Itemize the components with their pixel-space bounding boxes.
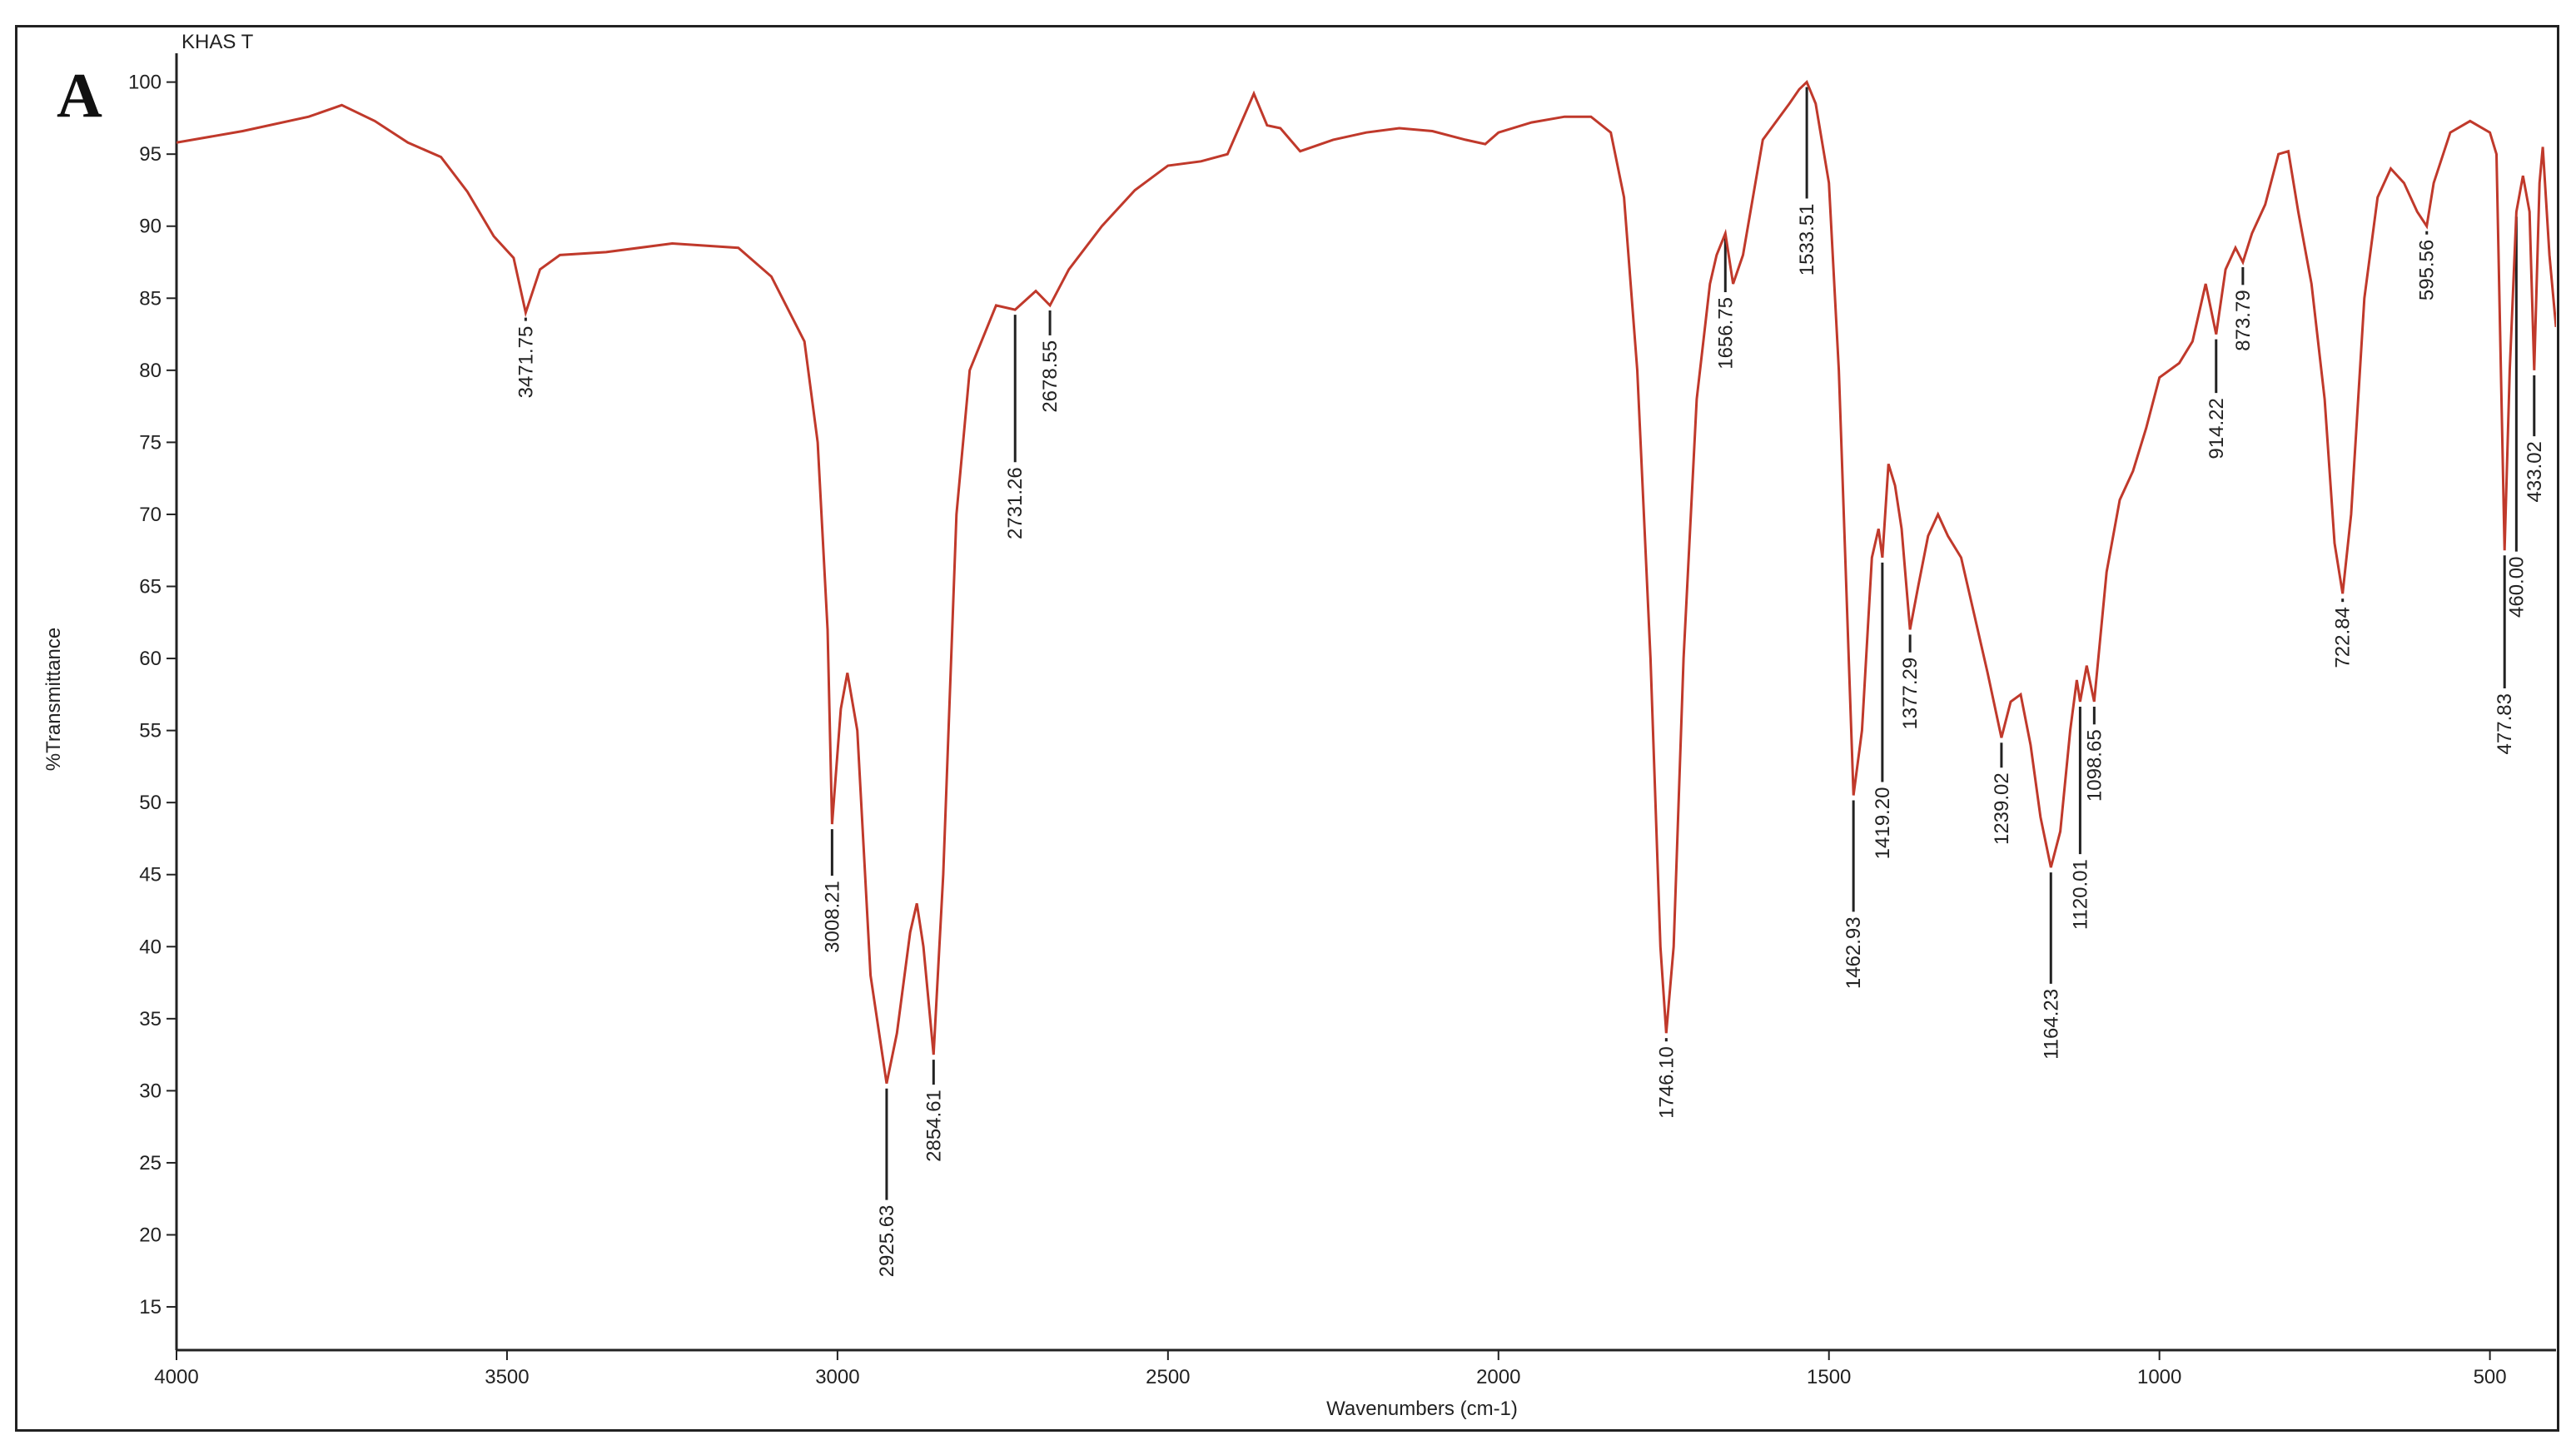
- peak-label: 2731.26: [1004, 467, 1027, 539]
- peak-label: 460.00: [2505, 557, 2528, 618]
- peak-label: 1746.10: [1655, 1046, 1678, 1119]
- y-tick-label: 85: [139, 287, 162, 310]
- y-tick-label: 90: [139, 216, 162, 238]
- peak-label: 873.79: [2232, 290, 2255, 350]
- peak-label: 433.02: [2524, 441, 2546, 502]
- x-tick-label: 1500: [1807, 1366, 1851, 1388]
- peak-label: 3471.75: [515, 326, 537, 399]
- y-tick-label: 65: [139, 576, 162, 598]
- x-tick-label: 2000: [1476, 1366, 1520, 1388]
- y-tick-label: 15: [139, 1296, 162, 1318]
- y-tick-label: 20: [139, 1224, 162, 1247]
- peak-label: 722.84: [2332, 607, 2355, 668]
- y-tick-label: 40: [139, 936, 162, 958]
- plot-area: [177, 53, 2556, 1350]
- peak-label: 1462.93: [1842, 916, 1865, 989]
- x-tick-label: 3000: [815, 1366, 859, 1388]
- peak-label: 3008.21: [821, 881, 843, 953]
- peak-label: 1239.02: [1991, 772, 2013, 845]
- peak-label: 477.83: [2494, 693, 2516, 754]
- y-tick-label: 70: [139, 504, 162, 526]
- y-tick-label: 35: [139, 1008, 162, 1030]
- peak-label: 1120.01: [2069, 859, 2091, 930]
- peak-label: 2678.55: [1039, 340, 1062, 413]
- x-tick-label: 4000: [154, 1366, 198, 1388]
- x-tick-label: 3500: [485, 1366, 529, 1388]
- peak-label: 595.56: [2416, 240, 2439, 300]
- y-tick-label: 100: [128, 72, 162, 94]
- y-tick-label: 60: [139, 648, 162, 670]
- figure-frame: [15, 25, 2559, 1432]
- y-tick-label: 50: [139, 792, 162, 814]
- y-tick-label: 75: [139, 431, 162, 454]
- y-tick-label: 95: [139, 143, 162, 166]
- x-axis-title: Wavenumbers (cm-1): [1326, 1398, 1518, 1420]
- peak-label: 1164.23: [2040, 989, 2062, 1060]
- peak-label: 2854.61: [922, 1090, 945, 1162]
- peak-label: 1533.51: [1796, 203, 1818, 276]
- peak-markers: 3471.75 3008.21 2925.63 2854.61 2731.26 2678.…: [515, 87, 2546, 1278]
- y-tick-label: 25: [139, 1152, 162, 1174]
- peak-label: 1419.20: [1872, 787, 1894, 860]
- x-tick-label: 500: [2474, 1366, 2507, 1388]
- peak-label: 914.22: [2206, 398, 2228, 459]
- peak-label: 2925.63: [876, 1205, 898, 1278]
- x-tick-label: 1000: [2137, 1366, 2181, 1388]
- x-tick-label: 2500: [1146, 1366, 1190, 1388]
- spectrum-line: [177, 79, 2556, 1085]
- y-tick-label: 55: [139, 720, 162, 742]
- axes: 4000 3500 3000 2500 2000 1500 1000 500 15 20 25 30 3…: [128, 53, 2556, 1388]
- peak-label: 1377.29: [1899, 658, 1922, 730]
- panel-letter: A: [57, 61, 102, 131]
- peak-label: 1098.65: [2083, 729, 2106, 802]
- sample-label: KHAS T: [182, 31, 254, 53]
- y-tick-label: 80: [139, 360, 162, 382]
- peak-label: 1656.75: [1714, 297, 1737, 370]
- y-tick-label: 45: [139, 864, 162, 886]
- y-tick-label: 30: [139, 1080, 162, 1102]
- y-axis-title: %Transmittance: [42, 628, 65, 772]
